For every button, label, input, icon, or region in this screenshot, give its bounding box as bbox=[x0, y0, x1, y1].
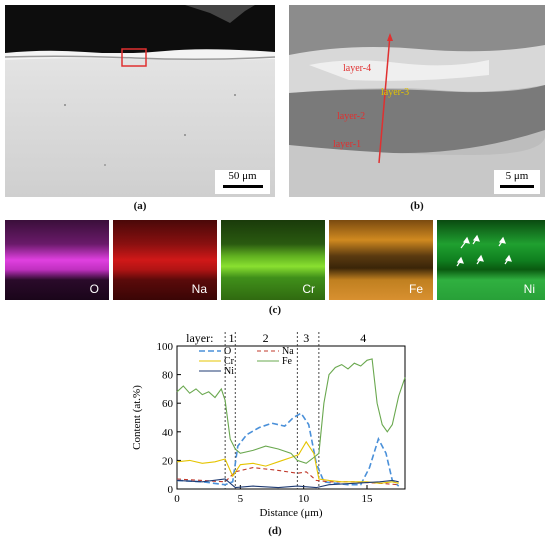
caption-b: (b) bbox=[410, 200, 424, 212]
series-line-ni bbox=[176, 478, 399, 489]
layer-number-label: 1 bbox=[228, 331, 234, 345]
scale-bar-a-label: 50 μm bbox=[228, 170, 257, 182]
y-axis-label: Content (at.%) bbox=[131, 385, 143, 450]
caption-a: (a) bbox=[133, 200, 147, 212]
ni-arrows-graphic bbox=[456, 234, 512, 267]
legend-label-ni: Ni bbox=[224, 366, 234, 377]
y-tick-label: 40 bbox=[162, 427, 174, 439]
eds-map-ni: Ni bbox=[437, 220, 545, 300]
layer-number-label: 2 bbox=[263, 331, 269, 345]
layer-3-label: layer-3 bbox=[381, 87, 409, 98]
layer-title-label: layer: bbox=[186, 331, 213, 345]
panel-a-sem-image: 50 μm bbox=[5, 5, 275, 197]
eds-map-fe-label: Fe bbox=[408, 282, 423, 296]
scale-bar-b: 5 μm bbox=[494, 170, 540, 194]
caption-c: (c) bbox=[268, 304, 282, 316]
caption-d: (d) bbox=[268, 525, 282, 537]
layer-2-label: layer-2 bbox=[337, 111, 365, 122]
x-axis-label: Distance (μm) bbox=[259, 507, 322, 519]
legend-label-o: O bbox=[224, 346, 231, 357]
layer-number-label: 3 bbox=[303, 331, 309, 345]
composition-line-chart: 0 20 40 60 80 100 0 5 10 15 Distance (μm) Content (… bbox=[131, 331, 406, 519]
eds-map-fe: Fe bbox=[329, 220, 433, 300]
layer-number-label: 4 bbox=[360, 331, 366, 345]
x-tick-label: 15 bbox=[362, 493, 374, 505]
sem-overview-graphic bbox=[5, 5, 275, 197]
legend-label-na: Na bbox=[282, 346, 294, 357]
scale-bar-b-label: 5 μm bbox=[505, 170, 529, 182]
legend-label-fe: Fe bbox=[282, 356, 293, 367]
eds-map-cr: Cr bbox=[221, 220, 325, 300]
panel-b-sem-image: layer-4 layer-3 layer-2 layer-1 5 μm bbox=[289, 5, 545, 197]
y-tick-label: 60 bbox=[162, 398, 174, 410]
plot-frame bbox=[176, 345, 406, 490]
x-tick-label: 0 bbox=[174, 493, 180, 505]
eds-map-o: O bbox=[5, 220, 109, 300]
eds-map-na: Na bbox=[113, 220, 217, 300]
eds-map-o-label: O bbox=[89, 282, 99, 296]
series-line-o bbox=[176, 412, 400, 487]
eds-map-cr-label: Cr bbox=[302, 282, 315, 296]
series-line-fe bbox=[176, 358, 406, 464]
x-tick-label: 10 bbox=[298, 493, 310, 505]
y-tick-label: 100 bbox=[157, 341, 174, 353]
legend-label-cr: Cr bbox=[224, 356, 235, 367]
eds-map-na-label: Na bbox=[191, 282, 207, 296]
layer-4-label: layer-4 bbox=[343, 63, 371, 74]
y-tick-label: 80 bbox=[162, 370, 174, 382]
zoom-region-marker bbox=[121, 48, 147, 67]
linescan-path bbox=[378, 34, 391, 164]
y-tick-label: 20 bbox=[162, 455, 174, 467]
y-tick-label: 0 bbox=[168, 484, 174, 496]
series-line-cr bbox=[176, 440, 399, 484]
scale-bar-a: 50 μm bbox=[215, 170, 270, 194]
layer-1-label: layer-1 bbox=[333, 139, 361, 150]
eds-map-ni-label: Ni bbox=[523, 282, 535, 296]
x-tick-label: 5 bbox=[238, 493, 244, 505]
sem-zoom-graphic: layer-4 layer-3 layer-2 layer-1 bbox=[289, 5, 545, 197]
